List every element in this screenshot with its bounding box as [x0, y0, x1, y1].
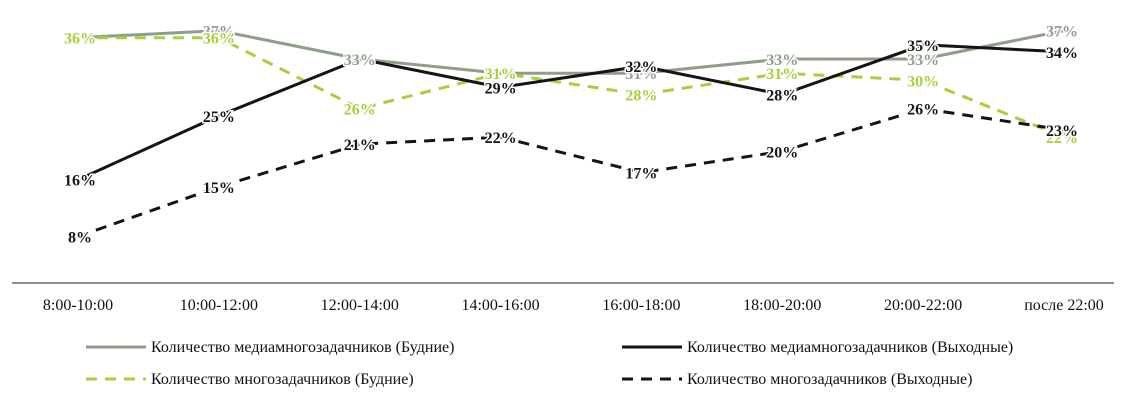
- data-label: 34%: [1046, 45, 1078, 62]
- data-label: 25%: [203, 109, 235, 126]
- data-labels: 37%33%31% 31%33% 33%37%36% 36%26%31%28%31% 3…: [63, 22, 1080, 248]
- data-label: 26%: [907, 102, 939, 119]
- data-label: 33%: [766, 52, 798, 69]
- data-label: 32%: [625, 59, 657, 76]
- x-tick-label: 18:00-20:00: [743, 297, 821, 314]
- data-label: 33%: [907, 52, 939, 69]
- x-tick-label: 10:00-12:00: [180, 297, 258, 314]
- data-label: 26%: [344, 102, 376, 119]
- data-label: 22%: [1046, 130, 1078, 147]
- data-label: 22%: [485, 130, 517, 147]
- data-label: 31%: [485, 66, 517, 83]
- data-label: 35%: [907, 38, 939, 55]
- x-tick-label: после 22:00: [1024, 297, 1104, 314]
- data-label: 36%: [64, 31, 96, 48]
- legend-label: Количество медиамногозадачников (Будние): [151, 339, 454, 356]
- data-label: 16%: [64, 173, 96, 190]
- legend-label: Количество многозадачников (Будние): [151, 371, 414, 388]
- series-line-2: [77, 43, 1065, 182]
- series-line-3: [77, 107, 1065, 238]
- data-label: 29%: [485, 80, 517, 97]
- data-label: 21%: [344, 137, 376, 154]
- data-label: 33%: [344, 52, 376, 69]
- x-tick-label: 20:00-22:00: [884, 297, 962, 314]
- data-label: 20%: [766, 144, 798, 161]
- data-label: 15%: [203, 180, 235, 197]
- data-label: 36%: [203, 31, 235, 48]
- data-label: 17%: [625, 166, 657, 183]
- data-label: 31%: [485, 66, 517, 83]
- x-tick-label: 8:00-10:00: [43, 297, 113, 314]
- legend-label: Количество многозадачников (Выходные): [687, 371, 972, 388]
- legend: Количество медиамногозадачников (Будние)…: [86, 339, 1013, 388]
- data-label: 28%: [625, 88, 657, 105]
- x-tick-label: 12:00-14:00: [321, 297, 399, 314]
- x-tick-label: 16:00-18:00: [602, 297, 680, 314]
- legend-label: Количество медиамногозадачников (Выходны…: [687, 339, 1013, 356]
- data-label: 8%: [68, 230, 92, 247]
- x-tick-label: 14:00-16:00: [461, 297, 539, 314]
- data-label: 23%: [1046, 123, 1078, 140]
- series-line-0: [77, 29, 1065, 75]
- data-label: 37%: [1046, 24, 1078, 41]
- data-label: 31%: [625, 66, 657, 83]
- data-label: 37%: [203, 24, 235, 41]
- series-line-1: [78, 36, 1065, 139]
- data-label: 28%: [766, 88, 798, 105]
- series-lines: [77, 29, 1065, 238]
- data-label: 31%: [766, 66, 798, 83]
- data-label: 30%: [907, 73, 939, 90]
- x-tick-labels: 8:00-10:00 10:00-12:00 12:00-14:00 14:00-16…: [43, 297, 1104, 314]
